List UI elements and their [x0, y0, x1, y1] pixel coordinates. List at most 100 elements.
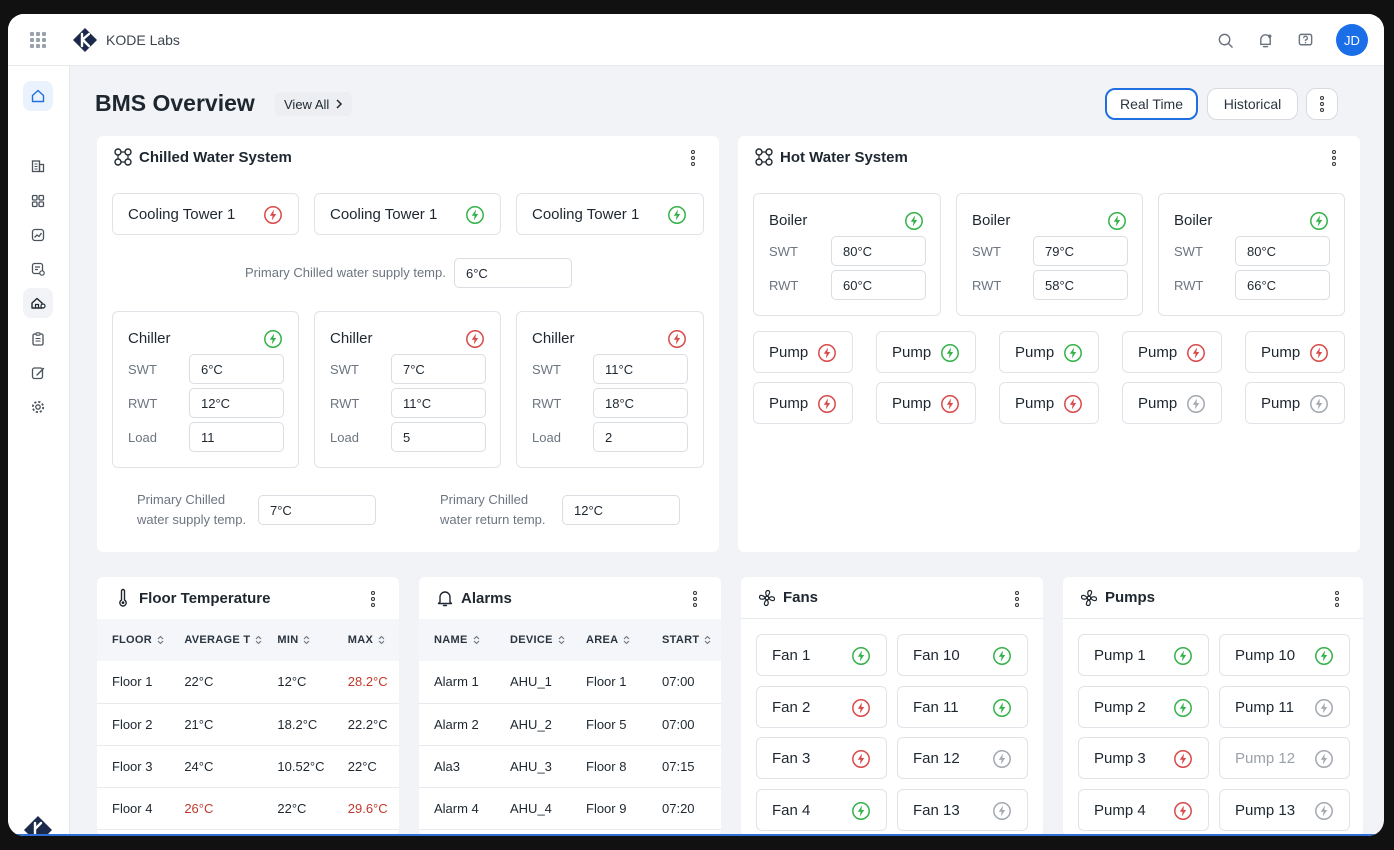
- checklist-icon[interactable]: [23, 254, 53, 284]
- column-header[interactable]: FLOOR: [97, 619, 170, 661]
- device-tile[interactable]: Fan 1: [756, 634, 887, 676]
- card-menu-icon[interactable]: [1332, 589, 1342, 609]
- device-tile[interactable]: Pump: [753, 382, 853, 424]
- user-avatar[interactable]: JD: [1336, 24, 1368, 56]
- device-tile[interactable]: Pump: [1122, 382, 1222, 424]
- column-header[interactable]: NAME: [419, 619, 495, 661]
- building-icon[interactable]: [23, 151, 53, 181]
- table-row[interactable]: Floor 2 21°C 18.2°C 22.2°C: [97, 703, 399, 746]
- device-tile[interactable]: Pump: [1245, 331, 1345, 373]
- bottom-supply-field[interactable]: 7°C: [258, 495, 376, 525]
- load-field[interactable]: 11: [189, 422, 284, 452]
- device-tile[interactable]: Fan 2: [756, 685, 887, 728]
- column-header[interactable]: DEVICE: [495, 619, 571, 661]
- device-tile[interactable]: Fan 3: [756, 737, 887, 779]
- historical-toggle[interactable]: Historical: [1207, 88, 1298, 120]
- sort-icon[interactable]: [303, 635, 310, 645]
- brand-logo[interactable]: KODE Labs: [72, 26, 180, 54]
- real-time-toggle[interactable]: Real Time: [1105, 88, 1198, 120]
- home-icon[interactable]: [23, 81, 53, 111]
- rwt-field[interactable]: 11°C: [391, 388, 486, 418]
- bms-icon[interactable]: [23, 288, 53, 318]
- card-menu-icon[interactable]: [1329, 148, 1339, 168]
- device-tile[interactable]: Fan 12: [897, 737, 1028, 779]
- boiler-tile[interactable]: Boiler SWT 79°C RWT 58°C: [956, 193, 1143, 316]
- chiller-tile[interactable]: Chiller SWT 7°C RWT 11°C Load 5: [314, 311, 501, 468]
- view-all-button[interactable]: View All: [275, 92, 353, 116]
- column-header[interactable]: MAX: [332, 619, 399, 661]
- edit-icon[interactable]: [23, 358, 53, 388]
- device-tile[interactable]: Pump: [1245, 382, 1345, 424]
- supply-temp-field[interactable]: 6°C: [454, 258, 572, 288]
- device-tile[interactable]: Pump 4: [1078, 788, 1209, 831]
- device-tile[interactable]: Pump: [999, 382, 1099, 424]
- bottom-return-field[interactable]: 12°C: [562, 495, 680, 525]
- device-tile[interactable]: Fan 4: [756, 788, 887, 831]
- rwt-field[interactable]: 18°C: [593, 388, 688, 418]
- device-tile[interactable]: Pump 2: [1078, 685, 1209, 728]
- boiler-tile[interactable]: Boiler SWT 80°C RWT 66°C: [1158, 193, 1345, 316]
- chiller-tile[interactable]: Chiller SWT 6°C RWT 12°C Load 11: [112, 311, 299, 468]
- apps-icon[interactable]: [23, 186, 53, 216]
- swt-field[interactable]: 11°C: [593, 354, 688, 384]
- settings-icon[interactable]: [23, 392, 53, 422]
- swt-field[interactable]: 79°C: [1033, 236, 1128, 266]
- swt-field[interactable]: 80°C: [831, 236, 926, 266]
- device-tile[interactable]: Pump 12: [1219, 737, 1350, 779]
- card-menu-icon[interactable]: [1012, 589, 1022, 609]
- card-menu-icon[interactable]: [688, 148, 698, 168]
- device-tile[interactable]: Pump 10: [1219, 634, 1350, 676]
- cooling-tower-tile[interactable]: Cooling Tower 1: [112, 193, 299, 235]
- device-tile[interactable]: Pump: [999, 331, 1099, 373]
- sort-icon[interactable]: [623, 635, 630, 645]
- device-tile[interactable]: Pump 11: [1219, 685, 1350, 728]
- column-header[interactable]: START: [647, 619, 721, 661]
- table-row[interactable]: Floor 1 22°C 12°C 28.2°C: [97, 661, 399, 704]
- card-menu-icon[interactable]: [368, 589, 378, 609]
- device-tile[interactable]: Pump 13: [1219, 788, 1350, 831]
- table-row[interactable]: Ala3 AHU_3 Floor 8 07:15: [419, 745, 721, 788]
- device-tile[interactable]: Fan 10: [897, 634, 1028, 676]
- device-tile[interactable]: Fan 13: [897, 788, 1028, 831]
- device-tile[interactable]: Pump 3: [1078, 737, 1209, 779]
- device-tile[interactable]: Pump: [876, 331, 976, 373]
- swt-field[interactable]: 6°C: [189, 354, 284, 384]
- rwt-field[interactable]: 58°C: [1033, 270, 1128, 300]
- notifications-icon[interactable]: [1256, 31, 1274, 49]
- search-icon[interactable]: [1216, 31, 1234, 49]
- cooling-tower-tile[interactable]: Cooling Tower 1: [314, 193, 501, 235]
- device-tile[interactable]: Pump: [876, 382, 976, 424]
- device-tile[interactable]: Pump 1: [1078, 634, 1209, 676]
- cooling-tower-tile[interactable]: Cooling Tower 1: [516, 193, 704, 235]
- table-row[interactable]: Floor 3 24°C 10.52°C 22°C: [97, 745, 399, 788]
- sort-icon[interactable]: [378, 635, 385, 645]
- boiler-tile[interactable]: Boiler SWT 80°C RWT 60°C: [753, 193, 941, 316]
- load-field[interactable]: 2: [593, 422, 688, 452]
- device-tile[interactable]: Fan 11: [897, 685, 1028, 728]
- column-header[interactable]: AREA: [571, 619, 647, 661]
- load-field[interactable]: 5: [391, 422, 486, 452]
- sort-icon[interactable]: [704, 635, 711, 645]
- device-tile[interactable]: Pump: [1122, 331, 1222, 373]
- rwt-field[interactable]: 60°C: [831, 270, 926, 300]
- swt-field[interactable]: 7°C: [391, 354, 486, 384]
- chiller-tile[interactable]: Chiller SWT 11°C RWT 18°C Load 2: [516, 311, 704, 468]
- table-row[interactable]: Floor 4 26°C 22°C 29.6°C: [97, 787, 399, 830]
- app-launcher-icon[interactable]: [30, 32, 46, 48]
- rwt-field[interactable]: 66°C: [1235, 270, 1330, 300]
- device-tile[interactable]: Pump: [753, 331, 853, 373]
- sort-icon[interactable]: [473, 635, 480, 645]
- page-more-button[interactable]: [1306, 88, 1338, 120]
- reports-icon[interactable]: [23, 324, 53, 354]
- card-menu-icon[interactable]: [690, 589, 700, 609]
- column-header[interactable]: AVERAGE T: [169, 619, 263, 661]
- help-icon[interactable]: [1296, 31, 1314, 49]
- analytics-icon[interactable]: [23, 220, 53, 250]
- table-row[interactable]: Alarm 4 AHU_4 Floor 9 07:20: [419, 787, 721, 830]
- sort-icon[interactable]: [157, 635, 164, 645]
- sort-icon[interactable]: [558, 635, 565, 645]
- table-row[interactable]: Alarm 1 AHU_1 Floor 1 07:00: [419, 661, 721, 704]
- swt-field[interactable]: 80°C: [1235, 236, 1330, 266]
- table-row[interactable]: Alarm 2 AHU_2 Floor 5 07:00: [419, 703, 721, 746]
- rwt-field[interactable]: 12°C: [189, 388, 284, 418]
